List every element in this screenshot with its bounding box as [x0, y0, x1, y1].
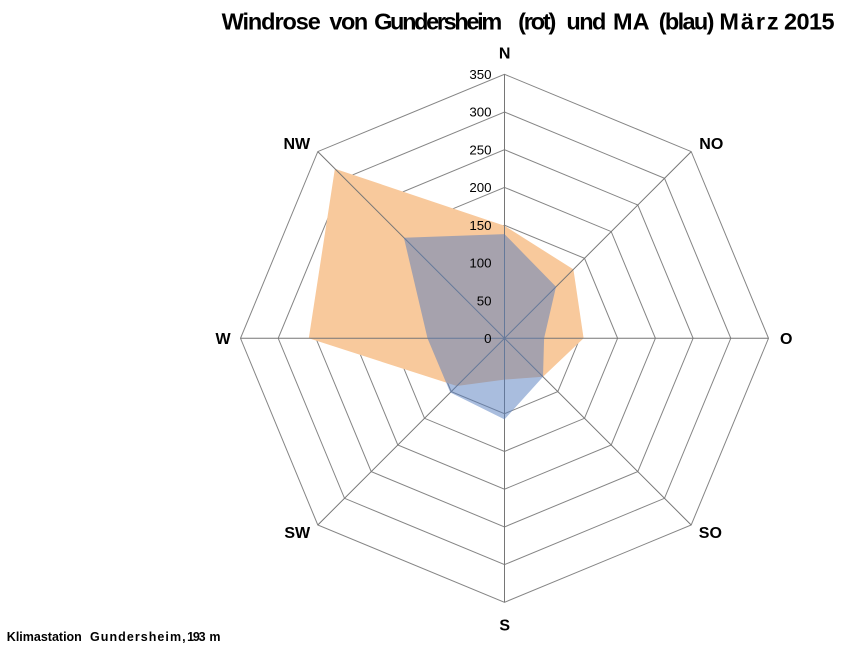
- svg-text:Gundersheim,: Gundersheim,: [90, 630, 187, 644]
- svg-text:NW: NW: [283, 136, 311, 153]
- svg-text:SO: SO: [699, 525, 722, 542]
- svg-text:193: 193: [187, 630, 206, 644]
- svg-text:O: O: [780, 331, 792, 348]
- svg-text:(blau): (blau): [659, 9, 714, 35]
- svg-text:Klimastation: Klimastation: [7, 630, 82, 644]
- svg-text:März: März: [719, 9, 780, 35]
- svg-text:200: 200: [469, 180, 491, 195]
- svg-text:(rot): (rot): [518, 9, 555, 35]
- svg-text:S: S: [499, 618, 510, 635]
- svg-text:250: 250: [469, 142, 491, 157]
- svg-text:2015: 2015: [784, 9, 835, 35]
- svg-text:von: von: [329, 9, 366, 35]
- svg-text:W: W: [215, 331, 231, 348]
- svg-text:MA: MA: [613, 9, 650, 35]
- svg-text:Gundersheim: Gundersheim: [374, 9, 501, 35]
- svg-text:300: 300: [469, 105, 491, 120]
- svg-text:NO: NO: [699, 136, 723, 153]
- svg-text:und: und: [566, 9, 605, 35]
- svg-text:Windrose: Windrose: [222, 9, 321, 35]
- svg-text:350: 350: [469, 67, 491, 82]
- svg-text:100: 100: [469, 256, 491, 271]
- svg-text:N: N: [499, 45, 511, 62]
- svg-text:m: m: [209, 630, 220, 644]
- svg-text:150: 150: [469, 218, 491, 233]
- svg-text:50: 50: [477, 293, 492, 308]
- svg-text:0: 0: [484, 331, 491, 346]
- svg-text:SW: SW: [284, 525, 311, 542]
